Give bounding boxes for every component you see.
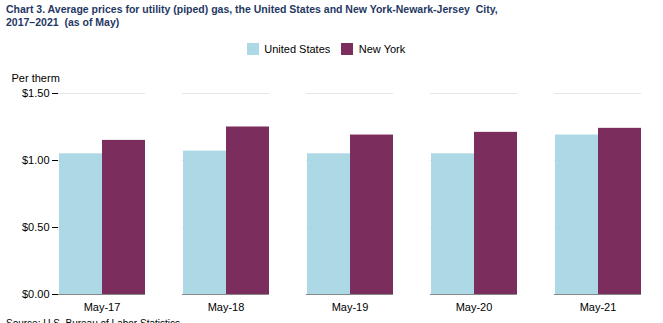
svg-text:May-19: May-19 [332,301,369,313]
svg-text:May-17: May-17 [84,301,121,313]
svg-text:$0.00: $0.00 [22,288,50,300]
svg-text:May-21: May-21 [580,301,617,313]
svg-text:Per therm: Per therm [12,72,60,84]
html-text:New York: New York [358,42,406,55]
html-text:2017–2021 (as of May): 2017–2021 (as of May) [6,16,120,28]
svg-text:May-18: May-18 [208,301,245,313]
svg-text:May-20: May-20 [456,301,493,313]
html-text:Chart 3. Average prices for ut: Chart 3. Average prices for utility (pip… [6,3,498,15]
svg-text:$1.50: $1.50 [22,87,50,99]
svg-text:$0.50: $0.50 [22,221,50,233]
html-text:United States: United States [264,42,331,55]
svg-text:$1.00: $1.00 [22,154,50,166]
